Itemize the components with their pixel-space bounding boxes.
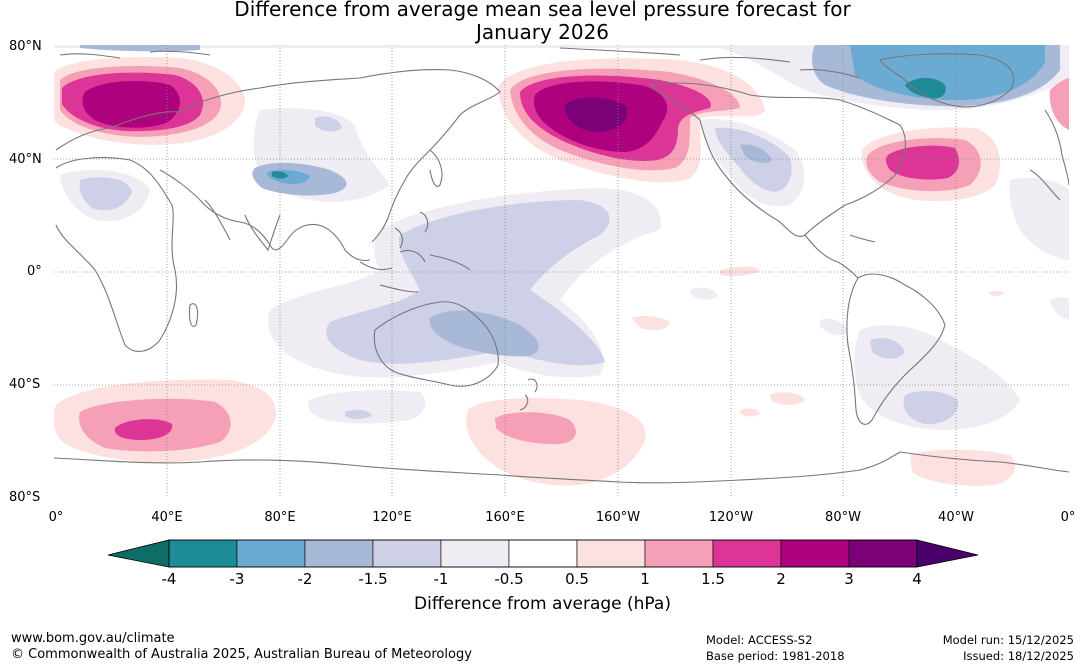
colorbar-segment	[848, 539, 918, 568]
anomaly-contours	[54, 45, 1069, 486]
map-title-line2: January 2026	[475, 20, 610, 44]
colorbar-label: Difference from average (hPa)	[414, 594, 671, 614]
colorbar-tick: -3	[229, 570, 245, 588]
lat-label-0: 0°	[27, 264, 42, 279]
footer-base-period: Base period: 1981-2018	[706, 649, 845, 663]
colorbar-segment	[644, 539, 714, 568]
lon-label-80w: 80°W	[825, 510, 861, 525]
coastlines	[54, 47, 1069, 484]
lat-label-80s: 80°S	[9, 490, 41, 505]
colorbar-extend-low	[107, 539, 170, 568]
lon-label-0-right: 0°	[1060, 510, 1076, 525]
colorbar-segment	[780, 539, 850, 568]
colorbar-tick: 4	[912, 570, 922, 588]
colorbar-tick: 2	[776, 570, 786, 588]
anomaly-region-npac-high-core	[565, 97, 628, 132]
lon-label-160w: 160°W	[595, 510, 641, 525]
anomaly-region-greenland-min	[905, 77, 946, 99]
colorbar	[107, 539, 979, 568]
colorbar-segment	[712, 539, 782, 568]
colorbar-segment	[168, 539, 238, 568]
lat-label-40s: 40°S	[9, 377, 41, 392]
lon-label-40e: 40°E	[151, 510, 183, 525]
lon-label-120e: 120°E	[372, 510, 412, 525]
footer-url: www.bom.gov.au/climate	[11, 631, 175, 646]
lon-label-80e: 80°E	[264, 510, 296, 525]
lon-label-120w: 120°W	[708, 510, 754, 525]
anomaly-region-tropical-pacific-low-1	[326, 200, 610, 366]
colorbar-tick: -2	[297, 570, 313, 588]
lat-label-80n: 80°N	[9, 39, 42, 54]
colorbar-tick: 0.5	[565, 570, 589, 588]
colorbar-tick: -4	[161, 570, 177, 588]
colorbar-segment	[304, 539, 374, 568]
footer-copyright: © Commonwealth of Australia 2025, Austra…	[11, 647, 472, 662]
lat-label-40n: 40°N	[9, 152, 42, 167]
footer-model-run: Model run: 15/12/2025	[942, 633, 1074, 647]
colorbar-tick: -1.5	[358, 570, 388, 588]
colorbar-segment	[440, 539, 510, 568]
map-title-line1: Difference from average mean sea level p…	[234, 0, 851, 21]
colorbar-tick: -1	[433, 570, 449, 588]
footer-issued: Issued: 18/12/2025	[963, 649, 1074, 663]
anomaly-region-europe-high-core	[82, 80, 180, 128]
colorbar-tick: -0.5	[494, 570, 524, 588]
colorbar-extend-high	[916, 539, 979, 568]
colorbar-tick: 3	[844, 570, 854, 588]
lon-label-40w: 40°W	[938, 510, 974, 525]
colorbar-segment	[576, 539, 646, 568]
footer-model: Model: ACCESS-S2	[706, 633, 813, 647]
colorbar-tick: 1	[640, 570, 650, 588]
anomaly-region-australia-low	[429, 310, 539, 357]
lon-label-160e: 160°E	[485, 510, 525, 525]
colorbar-segment	[508, 539, 578, 568]
colorbar-segment	[372, 539, 442, 568]
colorbar-tick: 1.5	[701, 570, 725, 588]
gridlines	[54, 45, 1069, 498]
colorbar-segment	[236, 539, 306, 568]
lon-label-0-left: 0°	[48, 510, 64, 525]
